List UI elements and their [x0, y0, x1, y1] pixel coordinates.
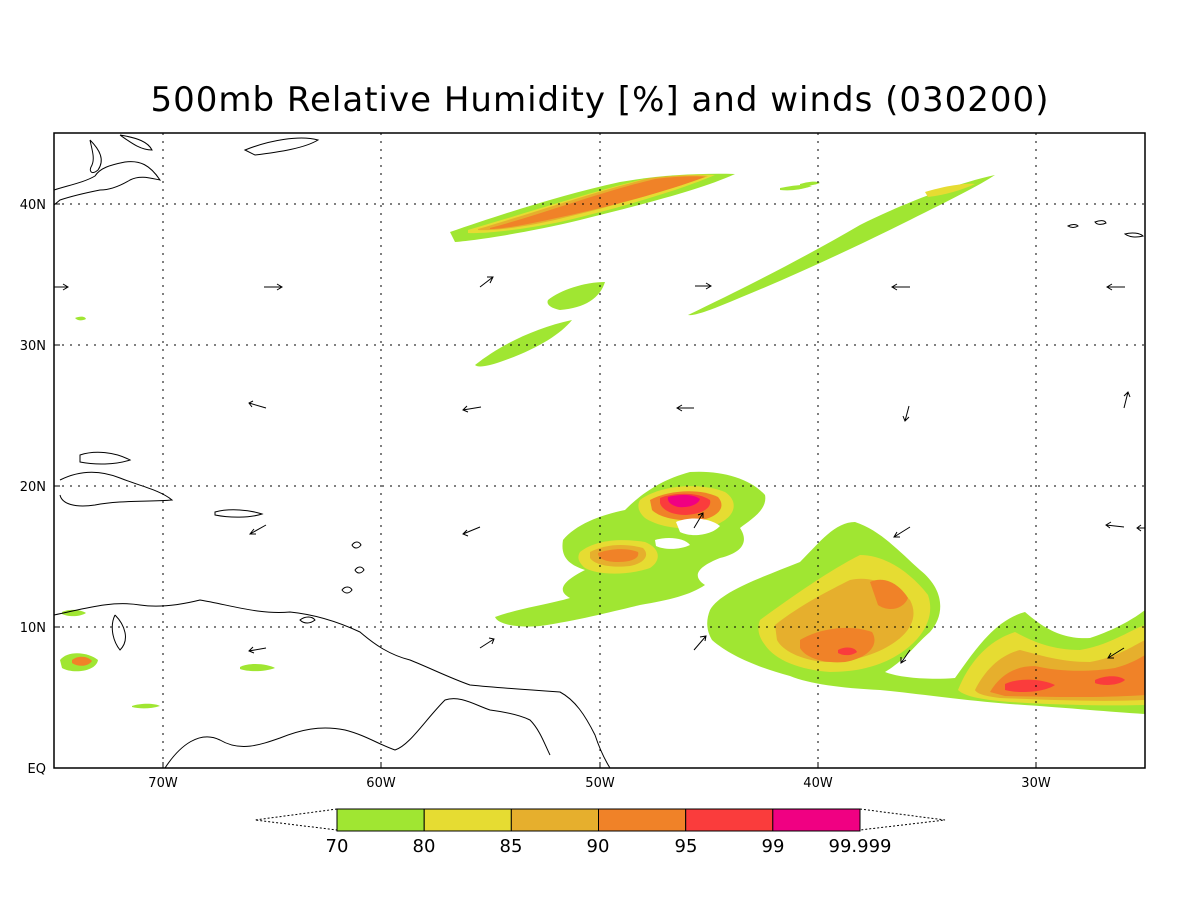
rh-region-95: [1005, 679, 1055, 693]
colorbar-label: 99.999: [829, 836, 892, 857]
lon-axis-labels: 70W 60W 50W 40W 30W: [148, 776, 1051, 791]
rh-region-70: [75, 316, 86, 321]
colorbar-swatch: [423, 808, 512, 832]
lon-label: 30W: [1021, 776, 1051, 791]
colorbar-label: 99: [762, 836, 785, 857]
colorbar-swatch: [336, 808, 425, 832]
north-america-coast: [243, 137, 320, 156]
island-coast: [299, 616, 316, 624]
wind-arrow: [695, 282, 712, 290]
wind-arrow: [54, 283, 69, 291]
wind-arrow: [264, 283, 283, 291]
island-coast: [1067, 224, 1079, 228]
colorbar-swatch: [598, 808, 687, 832]
wind-arrow: [1106, 283, 1125, 291]
caribbean-coast: [59, 471, 174, 507]
rh-region-90: [870, 579, 908, 610]
colorbar-right-extension: [859, 808, 946, 831]
rh-region-90: [800, 627, 875, 663]
lat-label: 20N: [20, 480, 46, 495]
rh-region-70: [475, 320, 572, 367]
lat-label: 10N: [20, 621, 46, 636]
wind-arrow: [248, 400, 267, 409]
colorbar-label: 70: [326, 836, 349, 857]
wind-arrow: [693, 512, 704, 529]
colorbar-label: 85: [500, 836, 523, 857]
colorbar-label: 80: [413, 836, 436, 857]
island-coast: [351, 541, 362, 549]
lon-label: 40W: [803, 776, 833, 791]
rh-region-70: [780, 184, 812, 191]
island-coast: [1094, 220, 1107, 225]
colorbar-label: 95: [675, 836, 698, 857]
north-america-coast: [89, 139, 102, 173]
humidity-field: [60, 173, 1145, 714]
rh-region-90: [598, 549, 639, 562]
grid-lines: [54, 133, 1145, 768]
rh-region-95: [838, 647, 857, 656]
rh-region-70: [547, 282, 605, 310]
lon-label: 60W: [366, 776, 396, 791]
island-coast: [354, 566, 365, 574]
tick-marks: [54, 203, 1037, 768]
wind-arrow: [462, 526, 481, 537]
wind-arrow: [893, 526, 911, 538]
rh-region-95: [1095, 676, 1125, 685]
rh-region-90: [490, 176, 705, 229]
rh-region-99: [667, 494, 700, 508]
colorbar-label: 90: [587, 836, 610, 857]
island-coast: [341, 586, 353, 594]
wind-arrow: [248, 524, 267, 535]
lat-label: EQ: [28, 762, 46, 777]
colorbar-left-extension: [254, 808, 338, 831]
north-america-coast: [54, 161, 162, 206]
rh-region-70: [240, 664, 275, 672]
rh-region-70: [800, 181, 820, 186]
lat-label: 40N: [20, 198, 46, 213]
island-coast: [1123, 232, 1144, 238]
rh-hole: [655, 537, 690, 549]
rh-region-80: [925, 183, 975, 197]
wind-arrow: [462, 405, 482, 413]
lat-axis-labels: EQ 10N 20N 30N 40N: [20, 198, 46, 777]
caribbean-coast: [79, 451, 132, 465]
caribbean-coast: [214, 509, 264, 518]
wind-arrow: [479, 637, 495, 649]
rh-region-70: [688, 175, 995, 316]
wind-arrow: [902, 405, 910, 422]
map-title: 500mb Relative Humidity [%] and winds (0…: [150, 80, 1050, 120]
colorbar-swatch: [685, 808, 774, 832]
colorbar-swatch: [510, 808, 599, 832]
wind-arrow: [693, 635, 707, 651]
wind-arrow: [248, 646, 267, 654]
wind-arrow: [1123, 391, 1131, 409]
rh-hole: [676, 518, 720, 536]
rh-region-90: [72, 656, 92, 666]
wind-arrow: [479, 276, 494, 288]
south-america-coast: [54, 599, 611, 768]
lat-label: 30N: [20, 339, 46, 354]
wind-arrow: [1107, 647, 1125, 659]
south-america-border: [164, 698, 551, 768]
lon-label: 70W: [148, 776, 178, 791]
colorbar: 70 80 85 90 95 99 99.999: [254, 808, 946, 857]
wind-arrow: [676, 404, 694, 412]
wind-arrow: [1136, 524, 1145, 532]
lon-label: 50W: [585, 776, 615, 791]
north-america-coast: [119, 134, 153, 151]
wind-arrow: [900, 649, 911, 664]
rh-region-70: [132, 703, 160, 709]
rh-region-70: [62, 609, 86, 617]
wind-vectors: [54, 276, 1145, 664]
wind-arrow: [1105, 521, 1125, 529]
coastlines: [54, 134, 1144, 768]
south-america-coast: [111, 614, 126, 651]
wind-arrow: [891, 283, 910, 291]
colorbar-swatch: [772, 808, 861, 832]
